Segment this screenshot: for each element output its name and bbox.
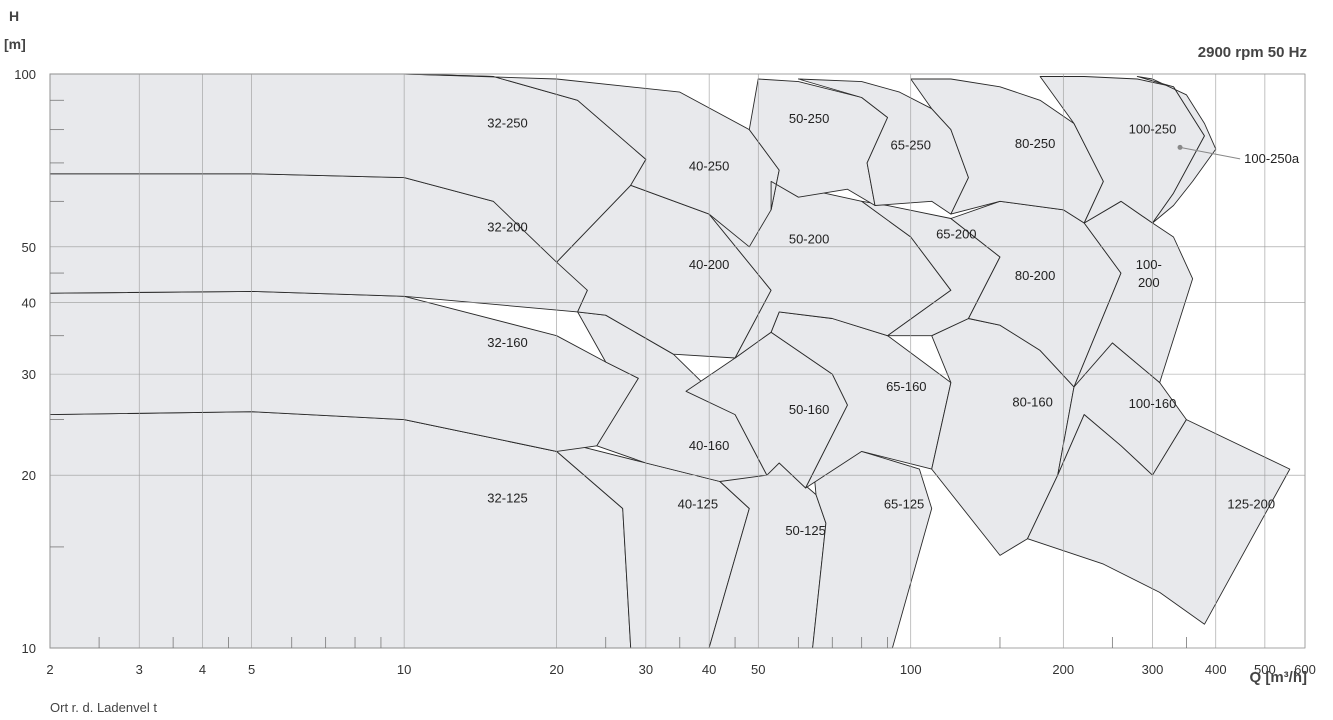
- pump-label: 40-250: [689, 159, 729, 174]
- callout-line: [1179, 146, 1241, 160]
- y-tick-label: 40: [22, 295, 36, 310]
- pump-label: 65-125: [884, 496, 924, 511]
- pump-label: 40-160: [689, 438, 729, 453]
- speed-label: 2900 rpm 50 Hz: [1197, 44, 1307, 61]
- y-tick-label: 20: [22, 468, 36, 483]
- pump-label: 50-160: [789, 402, 829, 417]
- pump-label: 40-200: [689, 257, 729, 272]
- x-tick-label: 500: [1254, 662, 1276, 677]
- pump-label: 125-200: [1227, 496, 1275, 511]
- pump-label: 50-200: [789, 231, 829, 246]
- x-tick-label: 200: [1052, 662, 1074, 677]
- plot-frame: [49, 73, 1306, 649]
- pump-label: 40-125: [678, 496, 718, 511]
- pump-label: 50-250: [789, 111, 829, 126]
- x-tick-label: 20: [549, 662, 563, 677]
- x-tick-label: 2: [46, 662, 53, 677]
- x-tick-label: 4: [199, 662, 206, 677]
- pump-label: 100-250: [1129, 122, 1177, 137]
- y-axis-unit: [m]: [4, 36, 26, 52]
- x-tick-label: 100: [900, 662, 922, 677]
- pump-area-80-250: [910, 78, 1104, 224]
- x-tick-label: 300: [1142, 662, 1164, 677]
- pump-label: 32-125: [487, 491, 527, 506]
- y-tick-label: 100: [14, 67, 36, 82]
- y-tick-label: 10: [22, 641, 36, 656]
- pump-curve-areas: [49, 73, 1305, 649]
- footnote: Ort r. d. Ladenvel t: [50, 700, 157, 715]
- pump-labels: 32-125 40-125 50-125 65-125 32-160 40-160 50-1…: [487, 111, 1300, 538]
- x-axis-label: Q [m³/h]: [1249, 669, 1308, 686]
- pump-label: 32-160: [487, 335, 527, 350]
- y-tick-label: 50: [22, 240, 36, 255]
- pump-label: 100-: [1136, 257, 1162, 272]
- y-tick-label: 30: [22, 367, 36, 382]
- pump-label: 80-200: [1015, 268, 1055, 283]
- pump-area-125-200: [1027, 414, 1291, 625]
- x-tick-label: 3: [136, 662, 143, 677]
- pump-label: 65-160: [886, 379, 926, 394]
- pump-label: 200: [1138, 275, 1160, 290]
- pump-label: 100-250a: [1244, 151, 1300, 166]
- x-tick-label: 10: [397, 662, 411, 677]
- pump-label: 80-160: [1012, 394, 1052, 409]
- pump-label: 32-200: [487, 220, 527, 235]
- x-tick-label: 400: [1205, 662, 1227, 677]
- pump-area-100-250a: [1136, 76, 1217, 224]
- pump-label: 32-250: [487, 115, 527, 130]
- x-tick-label: 5: [248, 662, 255, 677]
- pump-label: 80-250: [1015, 136, 1055, 151]
- chart-grid: [49, 73, 1306, 649]
- pump-label: 65-250: [891, 138, 931, 153]
- axis-ticks: 2 3 4 5 10 20 30 40 50 100 200 300 400 500 600 10 20 30 40…: [14, 67, 1316, 677]
- y-axis-label: H: [9, 8, 20, 24]
- pump-label: 50-125: [785, 523, 825, 538]
- pump-label: 100-160: [1129, 396, 1177, 411]
- x-tick-label: 50: [751, 662, 765, 677]
- x-tick-label: 600: [1294, 662, 1316, 677]
- x-tick-label: 30: [639, 662, 653, 677]
- pump-label: 65-200: [936, 227, 976, 242]
- x-tick-label: 40: [702, 662, 716, 677]
